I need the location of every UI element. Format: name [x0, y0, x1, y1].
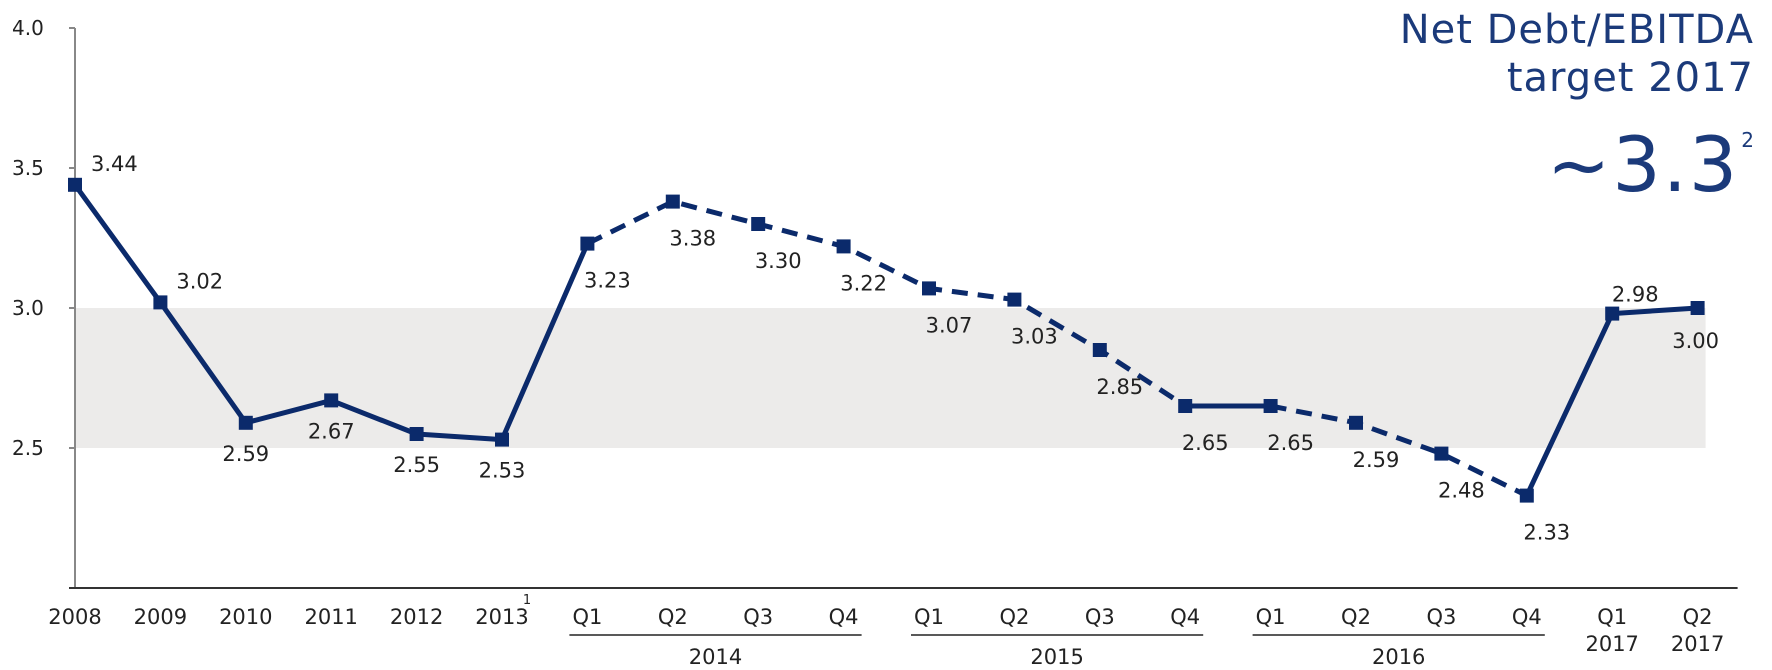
data-point: [153, 295, 168, 310]
series-line-dashed: [1270, 403, 1528, 498]
year-group-label: 2016: [1372, 645, 1425, 669]
data-point: [68, 177, 82, 192]
x-tick-label: Q2: [1683, 605, 1713, 629]
data-label: 2.55: [393, 453, 440, 477]
x-tick-label: Q1: [572, 605, 602, 629]
data-label: 2.33: [1523, 521, 1570, 545]
x-tick-label-year: 2017: [1671, 632, 1724, 656]
target-band: [75, 308, 1706, 448]
data-point: [922, 281, 936, 296]
data-label: 3.23: [584, 269, 631, 293]
year-group-label: 2014: [689, 645, 742, 669]
x-tick-label: Q1: [1256, 605, 1286, 629]
data-point: [1434, 446, 1449, 461]
x-tick-label: Q4: [829, 605, 859, 629]
data-label: 3.03: [1011, 325, 1058, 349]
x-tick-label: Q3: [1426, 605, 1456, 629]
data-label: 3.02: [176, 269, 223, 293]
chart-title-line1: Net Debt/EBITDA: [1399, 7, 1754, 53]
x-tick-label-year: 2017: [1585, 632, 1638, 656]
data-point: [1007, 292, 1022, 307]
data-label: 3.44: [91, 152, 138, 176]
x-tick-label: Q1: [914, 605, 944, 629]
x-tick-label: Q4: [1170, 605, 1200, 629]
x-tick-label: 2010: [219, 605, 272, 629]
x-tick-label: 2008: [48, 605, 101, 629]
data-label: 2.67: [308, 419, 355, 443]
x-label-footnote: 1: [523, 593, 531, 608]
y-tick-label: 3.5: [12, 156, 44, 180]
data-label: 3.22: [840, 271, 887, 295]
target-footnote: 2: [1741, 128, 1754, 152]
data-point: [836, 239, 851, 254]
series-line-dashed: [586, 199, 1187, 409]
data-label: 2.59: [222, 442, 269, 466]
data-label: 3.00: [1672, 329, 1719, 353]
x-tick-label: 2011: [304, 605, 357, 629]
data-point: [1605, 306, 1620, 321]
data-point: [1178, 399, 1193, 413]
x-tick-label: Q1: [1597, 605, 1627, 629]
data-label: 3.07: [926, 313, 973, 337]
x-tick-label: Q3: [743, 605, 773, 629]
data-point: [495, 432, 509, 447]
target-value-text: ~3.3: [1546, 120, 1740, 209]
data-label: 2.48: [1438, 479, 1485, 503]
x-tick-label: Q2: [1341, 605, 1371, 629]
chart-title-block: Net Debt/EBITDA target 2017 ~3.3 2: [1400, 6, 1754, 205]
data-point: [665, 194, 680, 209]
data-point: [1519, 488, 1534, 503]
data-point: [238, 415, 253, 430]
data-point: [1263, 399, 1278, 413]
data-label: 2.65: [1267, 431, 1314, 455]
x-tick-label: 2013: [475, 605, 528, 629]
y-tick-label: 4.0: [12, 16, 44, 40]
data-point: [1349, 415, 1363, 430]
data-label: 3.30: [755, 249, 802, 273]
x-tick-label: 2012: [390, 605, 443, 629]
data-label: 2.59: [1353, 448, 1400, 472]
data-label: 3.38: [669, 227, 716, 251]
x-tick-label: Q4: [1512, 605, 1542, 629]
data-point: [1092, 343, 1107, 357]
x-tick-label: Q3: [1085, 605, 1115, 629]
y-tick-label: 2.5: [12, 436, 44, 460]
x-tick-label: 2009: [134, 605, 187, 629]
data-label: 2.98: [1612, 283, 1659, 307]
chart-title-line2: target 2017: [1506, 55, 1754, 101]
data-point: [751, 217, 766, 231]
data-label: 2.65: [1182, 431, 1229, 455]
data-point: [324, 393, 339, 408]
year-group-label: 2015: [1030, 645, 1083, 669]
data-point: [409, 427, 424, 441]
target-value: ~3.3 2: [1400, 100, 1754, 205]
y-tick-label: 3.0: [12, 296, 44, 320]
data-label: 2.53: [479, 459, 526, 483]
data-point: [580, 236, 595, 251]
data-label: 2.85: [1096, 375, 1143, 399]
x-tick-label: Q2: [999, 605, 1029, 629]
data-point: [1690, 301, 1705, 315]
x-tick-label: Q2: [658, 605, 688, 629]
